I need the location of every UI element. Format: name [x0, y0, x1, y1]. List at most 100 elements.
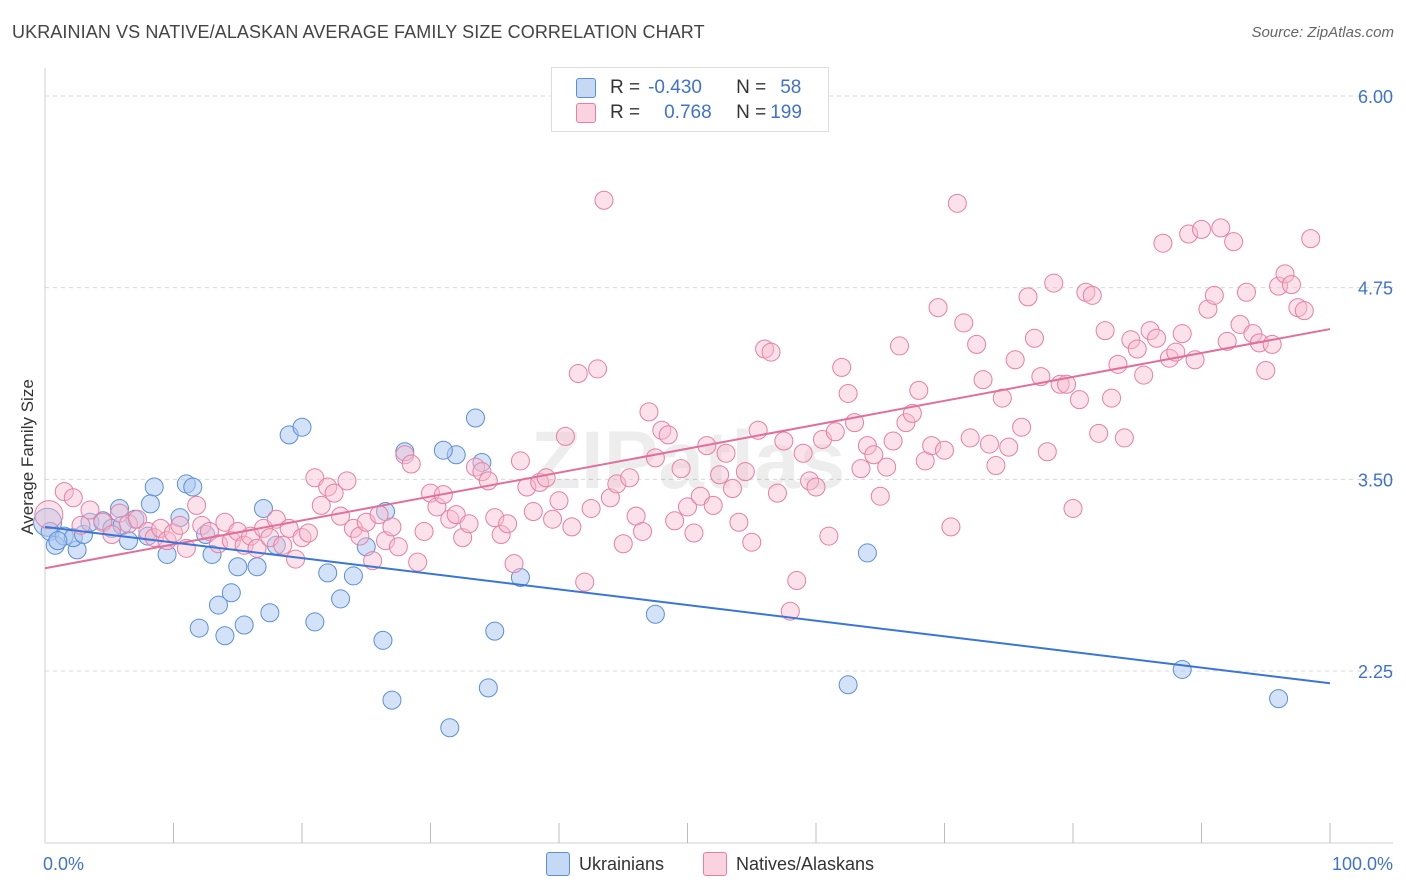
native-point	[1224, 232, 1244, 252]
ukrainian-point	[478, 678, 498, 698]
ukrainian-point	[221, 583, 241, 603]
native-point	[311, 495, 331, 515]
native-point	[523, 502, 543, 522]
native-point	[767, 483, 787, 503]
r-label: R =	[610, 102, 641, 123]
native-point	[761, 342, 781, 362]
ukrainian-point	[1269, 689, 1289, 709]
x-tick-label: 0.0%	[43, 854, 84, 874]
native-point	[1082, 285, 1102, 305]
ukrainian-point	[202, 544, 222, 564]
native-point	[729, 512, 749, 532]
legend-row-natives: R = 0.768 N = 199	[576, 101, 802, 125]
native-point	[665, 511, 685, 531]
ukrainian-point	[292, 417, 312, 437]
native-point	[832, 357, 852, 377]
native-point	[607, 474, 627, 494]
native-point	[787, 571, 807, 591]
ukrainian-point	[465, 408, 485, 428]
native-point	[504, 554, 524, 574]
native-point	[909, 380, 929, 400]
native-point	[382, 517, 402, 537]
correlation-legend: R = -0.430 N = 58 R = 0.768 N = 199	[551, 67, 829, 132]
native-point	[446, 505, 466, 525]
y-tick-label: 3.50	[1358, 470, 1393, 490]
native-point	[170, 515, 190, 535]
legend-swatch-pink	[576, 103, 596, 123]
native-point	[401, 454, 421, 474]
native-point	[806, 477, 826, 497]
native-point	[947, 193, 967, 213]
ukrainian-point	[183, 477, 203, 497]
native-point	[838, 383, 858, 403]
native-point	[337, 471, 357, 491]
ukrainian-point	[144, 477, 164, 497]
native-point	[735, 462, 755, 482]
natives-trend-line	[44, 328, 1331, 570]
native-point	[1037, 442, 1057, 462]
native-point	[1217, 331, 1237, 351]
native-point	[922, 436, 942, 456]
ukrainian-point	[48, 531, 68, 551]
native-point	[1012, 417, 1032, 437]
native-point	[671, 459, 691, 479]
legend-label: Natives/Alaskans	[736, 853, 875, 874]
native-point	[491, 525, 511, 545]
native-point	[187, 495, 207, 515]
native-point	[555, 426, 575, 446]
native-point	[536, 468, 556, 488]
n-value: 199	[770, 102, 802, 123]
native-point	[710, 465, 730, 485]
native-point	[1140, 321, 1160, 341]
legend-swatch-pink	[703, 852, 727, 876]
native-point	[273, 535, 293, 555]
native-point	[510, 451, 530, 471]
native-point	[703, 495, 723, 515]
native-point	[80, 500, 100, 520]
native-point	[1275, 264, 1295, 284]
legend-swatch-blue	[546, 852, 570, 876]
native-point	[639, 402, 659, 422]
native-point	[543, 509, 563, 529]
native-point	[562, 517, 582, 537]
native-point	[774, 431, 794, 451]
native-point	[575, 572, 595, 592]
ukrainian-point	[645, 604, 665, 624]
ukrainian-point	[1172, 659, 1192, 679]
native-point	[1153, 233, 1173, 253]
ukrainian-point	[253, 498, 273, 518]
native-point	[973, 370, 993, 390]
axes	[44, 68, 1393, 844]
native-point	[388, 537, 408, 557]
native-point	[1294, 301, 1314, 321]
native-point	[890, 336, 910, 356]
ukrainian-point	[189, 618, 209, 638]
ukrainian-point	[433, 440, 453, 460]
native-point	[363, 551, 383, 571]
ukrainian-point	[485, 621, 505, 641]
ukrainian-point	[838, 675, 858, 695]
native-point	[485, 508, 505, 528]
native-point	[1281, 275, 1301, 295]
native-point	[722, 479, 742, 499]
native-point	[979, 434, 999, 454]
legend-item-natives: Natives/Alaskans	[703, 852, 874, 876]
native-point	[63, 488, 83, 508]
native-point	[793, 443, 813, 463]
native-point	[343, 518, 363, 538]
ukrainian-point	[305, 612, 325, 632]
legend-item-ukrainians: Ukrainians	[546, 852, 664, 876]
native-point	[1095, 321, 1115, 341]
native-point	[119, 514, 139, 534]
ukrainian-point	[234, 615, 254, 635]
native-point	[678, 497, 697, 517]
native-point	[305, 468, 325, 488]
native-point	[935, 440, 954, 460]
legend-label: Ukrainians	[579, 853, 665, 874]
native-point	[967, 334, 987, 354]
native-point	[870, 486, 890, 506]
n-value: 58	[780, 77, 802, 98]
native-point	[192, 515, 212, 535]
native-point	[1179, 224, 1199, 244]
